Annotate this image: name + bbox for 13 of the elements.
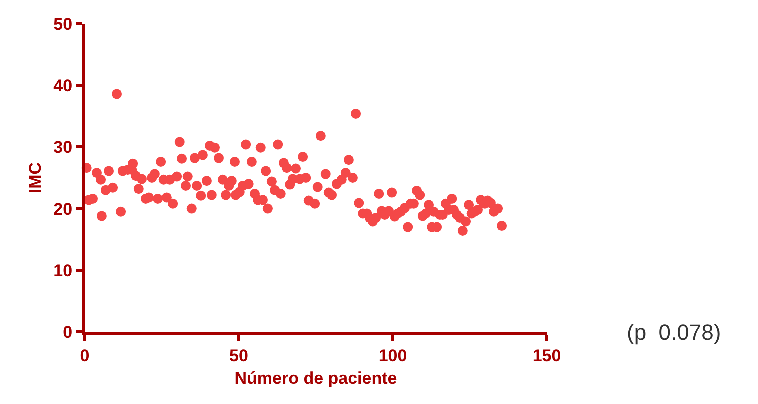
x-tick-label: 100 (378, 346, 408, 366)
y-tick-label: 0 (63, 322, 73, 342)
x-tick-label: 0 (80, 346, 90, 366)
text: (p 0.078) (627, 320, 722, 345)
y-tick-label: 30 (54, 138, 73, 158)
y-tick-label: 10 (54, 261, 73, 280)
y-tick-label: 40 (54, 76, 73, 96)
x-axis-title: Número de paciente (234, 368, 398, 388)
y-tick-label: 50 (54, 14, 73, 34)
y-tick-label: 20 (54, 200, 73, 219)
y-axis-title: IMC (26, 162, 46, 194)
x-tick-label: 50 (230, 346, 248, 366)
x-tick-label: 150 (532, 346, 562, 366)
